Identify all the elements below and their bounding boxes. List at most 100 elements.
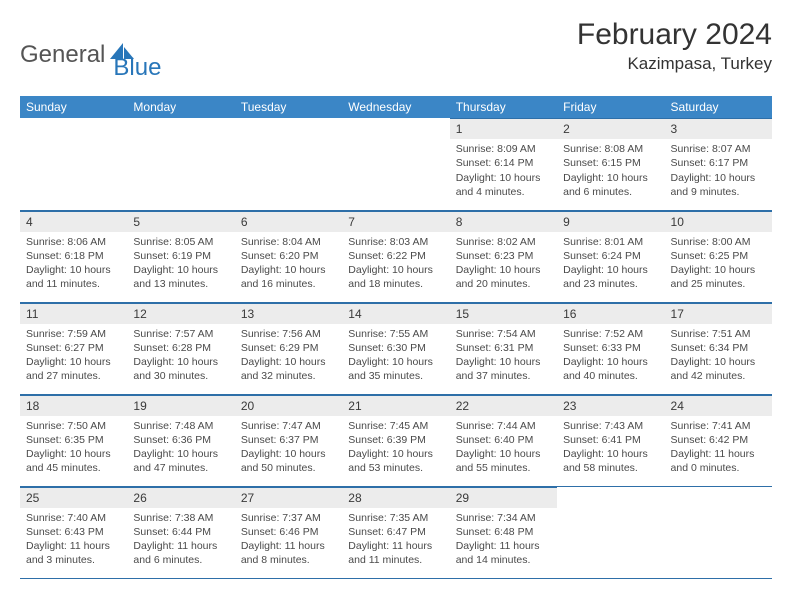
calendar-day-cell: 6Sunrise: 8:04 AMSunset: 6:20 PMDaylight… bbox=[235, 210, 342, 302]
day-details: Sunrise: 8:06 AMSunset: 6:18 PMDaylight:… bbox=[20, 232, 127, 296]
calendar-day-cell: 14Sunrise: 7:55 AMSunset: 6:30 PMDayligh… bbox=[342, 302, 449, 394]
sunrise-line: Sunrise: 8:09 AM bbox=[456, 142, 551, 156]
day-details: Sunrise: 8:00 AMSunset: 6:25 PMDaylight:… bbox=[665, 232, 772, 296]
calendar-day-cell: 12Sunrise: 7:57 AMSunset: 6:28 PMDayligh… bbox=[127, 302, 234, 394]
calendar-week-row: 11Sunrise: 7:59 AMSunset: 6:27 PMDayligh… bbox=[20, 302, 772, 394]
daylight-line: Daylight: 10 hours and 27 minutes. bbox=[26, 355, 121, 383]
sunrise-line: Sunrise: 8:02 AM bbox=[456, 235, 551, 249]
sunset-line: Sunset: 6:22 PM bbox=[348, 249, 443, 263]
daylight-line: Daylight: 10 hours and 45 minutes. bbox=[26, 447, 121, 475]
daylight-line: Daylight: 10 hours and 50 minutes. bbox=[241, 447, 336, 475]
day-details: Sunrise: 7:54 AMSunset: 6:31 PMDaylight:… bbox=[450, 324, 557, 388]
sunrise-line: Sunrise: 7:47 AM bbox=[241, 419, 336, 433]
weekday-header: Saturday bbox=[665, 96, 772, 118]
calendar-day-cell: 1Sunrise: 8:09 AMSunset: 6:14 PMDaylight… bbox=[450, 118, 557, 210]
calendar-day-cell: 24Sunrise: 7:41 AMSunset: 6:42 PMDayligh… bbox=[665, 394, 772, 486]
sunset-line: Sunset: 6:25 PM bbox=[671, 249, 766, 263]
calendar-day-cell: 16Sunrise: 7:52 AMSunset: 6:33 PMDayligh… bbox=[557, 302, 664, 394]
day-number: 15 bbox=[450, 303, 557, 324]
calendar-day-cell: 4Sunrise: 8:06 AMSunset: 6:18 PMDaylight… bbox=[20, 210, 127, 302]
sunrise-line: Sunrise: 7:54 AM bbox=[456, 327, 551, 341]
sunrise-line: Sunrise: 7:51 AM bbox=[671, 327, 766, 341]
daylight-line: Daylight: 10 hours and 30 minutes. bbox=[133, 355, 228, 383]
day-details: Sunrise: 8:08 AMSunset: 6:15 PMDaylight:… bbox=[557, 139, 664, 203]
sunrise-line: Sunrise: 7:52 AM bbox=[563, 327, 658, 341]
day-details: Sunrise: 7:44 AMSunset: 6:40 PMDaylight:… bbox=[450, 416, 557, 480]
location-subtitle: Kazimpasa, Turkey bbox=[577, 54, 772, 74]
daylight-line: Daylight: 10 hours and 53 minutes. bbox=[348, 447, 443, 475]
daylight-line: Daylight: 10 hours and 16 minutes. bbox=[241, 263, 336, 291]
daylight-line: Daylight: 10 hours and 6 minutes. bbox=[563, 171, 658, 199]
calendar-day-cell: 7Sunrise: 8:03 AMSunset: 6:22 PMDaylight… bbox=[342, 210, 449, 302]
day-number: 12 bbox=[127, 303, 234, 324]
daylight-line: Daylight: 10 hours and 25 minutes. bbox=[671, 263, 766, 291]
calendar-header-row: SundayMondayTuesdayWednesdayThursdayFrid… bbox=[20, 96, 772, 118]
sunrise-line: Sunrise: 7:44 AM bbox=[456, 419, 551, 433]
calendar-week-row: 4Sunrise: 8:06 AMSunset: 6:18 PMDaylight… bbox=[20, 210, 772, 302]
daylight-line: Daylight: 10 hours and 23 minutes. bbox=[563, 263, 658, 291]
day-number: 19 bbox=[127, 395, 234, 416]
sunset-line: Sunset: 6:33 PM bbox=[563, 341, 658, 355]
calendar-day-cell: 26Sunrise: 7:38 AMSunset: 6:44 PMDayligh… bbox=[127, 486, 234, 578]
calendar-day-cell: 27Sunrise: 7:37 AMSunset: 6:46 PMDayligh… bbox=[235, 486, 342, 578]
calendar-day-cell: 8Sunrise: 8:02 AMSunset: 6:23 PMDaylight… bbox=[450, 210, 557, 302]
sunset-line: Sunset: 6:15 PM bbox=[563, 156, 658, 170]
calendar-day-cell: 5Sunrise: 8:05 AMSunset: 6:19 PMDaylight… bbox=[127, 210, 234, 302]
calendar-week-row: 1Sunrise: 8:09 AMSunset: 6:14 PMDaylight… bbox=[20, 118, 772, 210]
day-number: 16 bbox=[557, 303, 664, 324]
daylight-line: Daylight: 11 hours and 11 minutes. bbox=[348, 539, 443, 567]
day-number: 21 bbox=[342, 395, 449, 416]
calendar-day-cell: 13Sunrise: 7:56 AMSunset: 6:29 PMDayligh… bbox=[235, 302, 342, 394]
calendar-week-row: 25Sunrise: 7:40 AMSunset: 6:43 PMDayligh… bbox=[20, 486, 772, 578]
sunrise-line: Sunrise: 7:55 AM bbox=[348, 327, 443, 341]
sunrise-line: Sunrise: 8:06 AM bbox=[26, 235, 121, 249]
day-number: 8 bbox=[450, 211, 557, 232]
calendar-empty-cell bbox=[235, 118, 342, 210]
day-details: Sunrise: 7:43 AMSunset: 6:41 PMDaylight:… bbox=[557, 416, 664, 480]
calendar-empty-cell bbox=[342, 118, 449, 210]
sunset-line: Sunset: 6:35 PM bbox=[26, 433, 121, 447]
sunset-line: Sunset: 6:17 PM bbox=[671, 156, 766, 170]
calendar-day-cell: 29Sunrise: 7:34 AMSunset: 6:48 PMDayligh… bbox=[450, 486, 557, 578]
sunrise-line: Sunrise: 7:45 AM bbox=[348, 419, 443, 433]
day-number: 22 bbox=[450, 395, 557, 416]
day-number: 13 bbox=[235, 303, 342, 324]
day-details: Sunrise: 7:45 AMSunset: 6:39 PMDaylight:… bbox=[342, 416, 449, 480]
day-details: Sunrise: 7:57 AMSunset: 6:28 PMDaylight:… bbox=[127, 324, 234, 388]
sunrise-line: Sunrise: 7:35 AM bbox=[348, 511, 443, 525]
page-header: General Blue February 2024 Kazimpasa, Tu… bbox=[20, 18, 772, 82]
day-details: Sunrise: 8:07 AMSunset: 6:17 PMDaylight:… bbox=[665, 139, 772, 203]
daylight-line: Daylight: 11 hours and 0 minutes. bbox=[671, 447, 766, 475]
sunrise-line: Sunrise: 8:05 AM bbox=[133, 235, 228, 249]
brand-word-1: General bbox=[20, 41, 105, 69]
daylight-line: Daylight: 10 hours and 13 minutes. bbox=[133, 263, 228, 291]
sunset-line: Sunset: 6:37 PM bbox=[241, 433, 336, 447]
sunset-line: Sunset: 6:29 PM bbox=[241, 341, 336, 355]
sunrise-line: Sunrise: 7:48 AM bbox=[133, 419, 228, 433]
day-number: 1 bbox=[450, 118, 557, 139]
sunset-line: Sunset: 6:24 PM bbox=[563, 249, 658, 263]
calendar-body: 1Sunrise: 8:09 AMSunset: 6:14 PMDaylight… bbox=[20, 118, 772, 578]
day-details: Sunrise: 7:35 AMSunset: 6:47 PMDaylight:… bbox=[342, 508, 449, 572]
day-details: Sunrise: 7:34 AMSunset: 6:48 PMDaylight:… bbox=[450, 508, 557, 572]
brand-word-2: Blue bbox=[113, 54, 161, 82]
daylight-line: Daylight: 10 hours and 35 minutes. bbox=[348, 355, 443, 383]
day-details: Sunrise: 8:02 AMSunset: 6:23 PMDaylight:… bbox=[450, 232, 557, 296]
day-number: 2 bbox=[557, 118, 664, 139]
sunrise-line: Sunrise: 7:40 AM bbox=[26, 511, 121, 525]
day-details: Sunrise: 7:37 AMSunset: 6:46 PMDaylight:… bbox=[235, 508, 342, 572]
sunset-line: Sunset: 6:18 PM bbox=[26, 249, 121, 263]
day-number: 10 bbox=[665, 211, 772, 232]
daylight-line: Daylight: 11 hours and 6 minutes. bbox=[133, 539, 228, 567]
sunrise-line: Sunrise: 7:34 AM bbox=[456, 511, 551, 525]
sunset-line: Sunset: 6:27 PM bbox=[26, 341, 121, 355]
daylight-line: Daylight: 10 hours and 9 minutes. bbox=[671, 171, 766, 199]
calendar-empty-cell bbox=[127, 118, 234, 210]
sunrise-line: Sunrise: 7:57 AM bbox=[133, 327, 228, 341]
calendar-day-cell: 19Sunrise: 7:48 AMSunset: 6:36 PMDayligh… bbox=[127, 394, 234, 486]
daylight-line: Daylight: 10 hours and 4 minutes. bbox=[456, 171, 551, 199]
day-details: Sunrise: 8:04 AMSunset: 6:20 PMDaylight:… bbox=[235, 232, 342, 296]
sunrise-line: Sunrise: 7:59 AM bbox=[26, 327, 121, 341]
day-number: 5 bbox=[127, 211, 234, 232]
day-details: Sunrise: 7:38 AMSunset: 6:44 PMDaylight:… bbox=[127, 508, 234, 572]
